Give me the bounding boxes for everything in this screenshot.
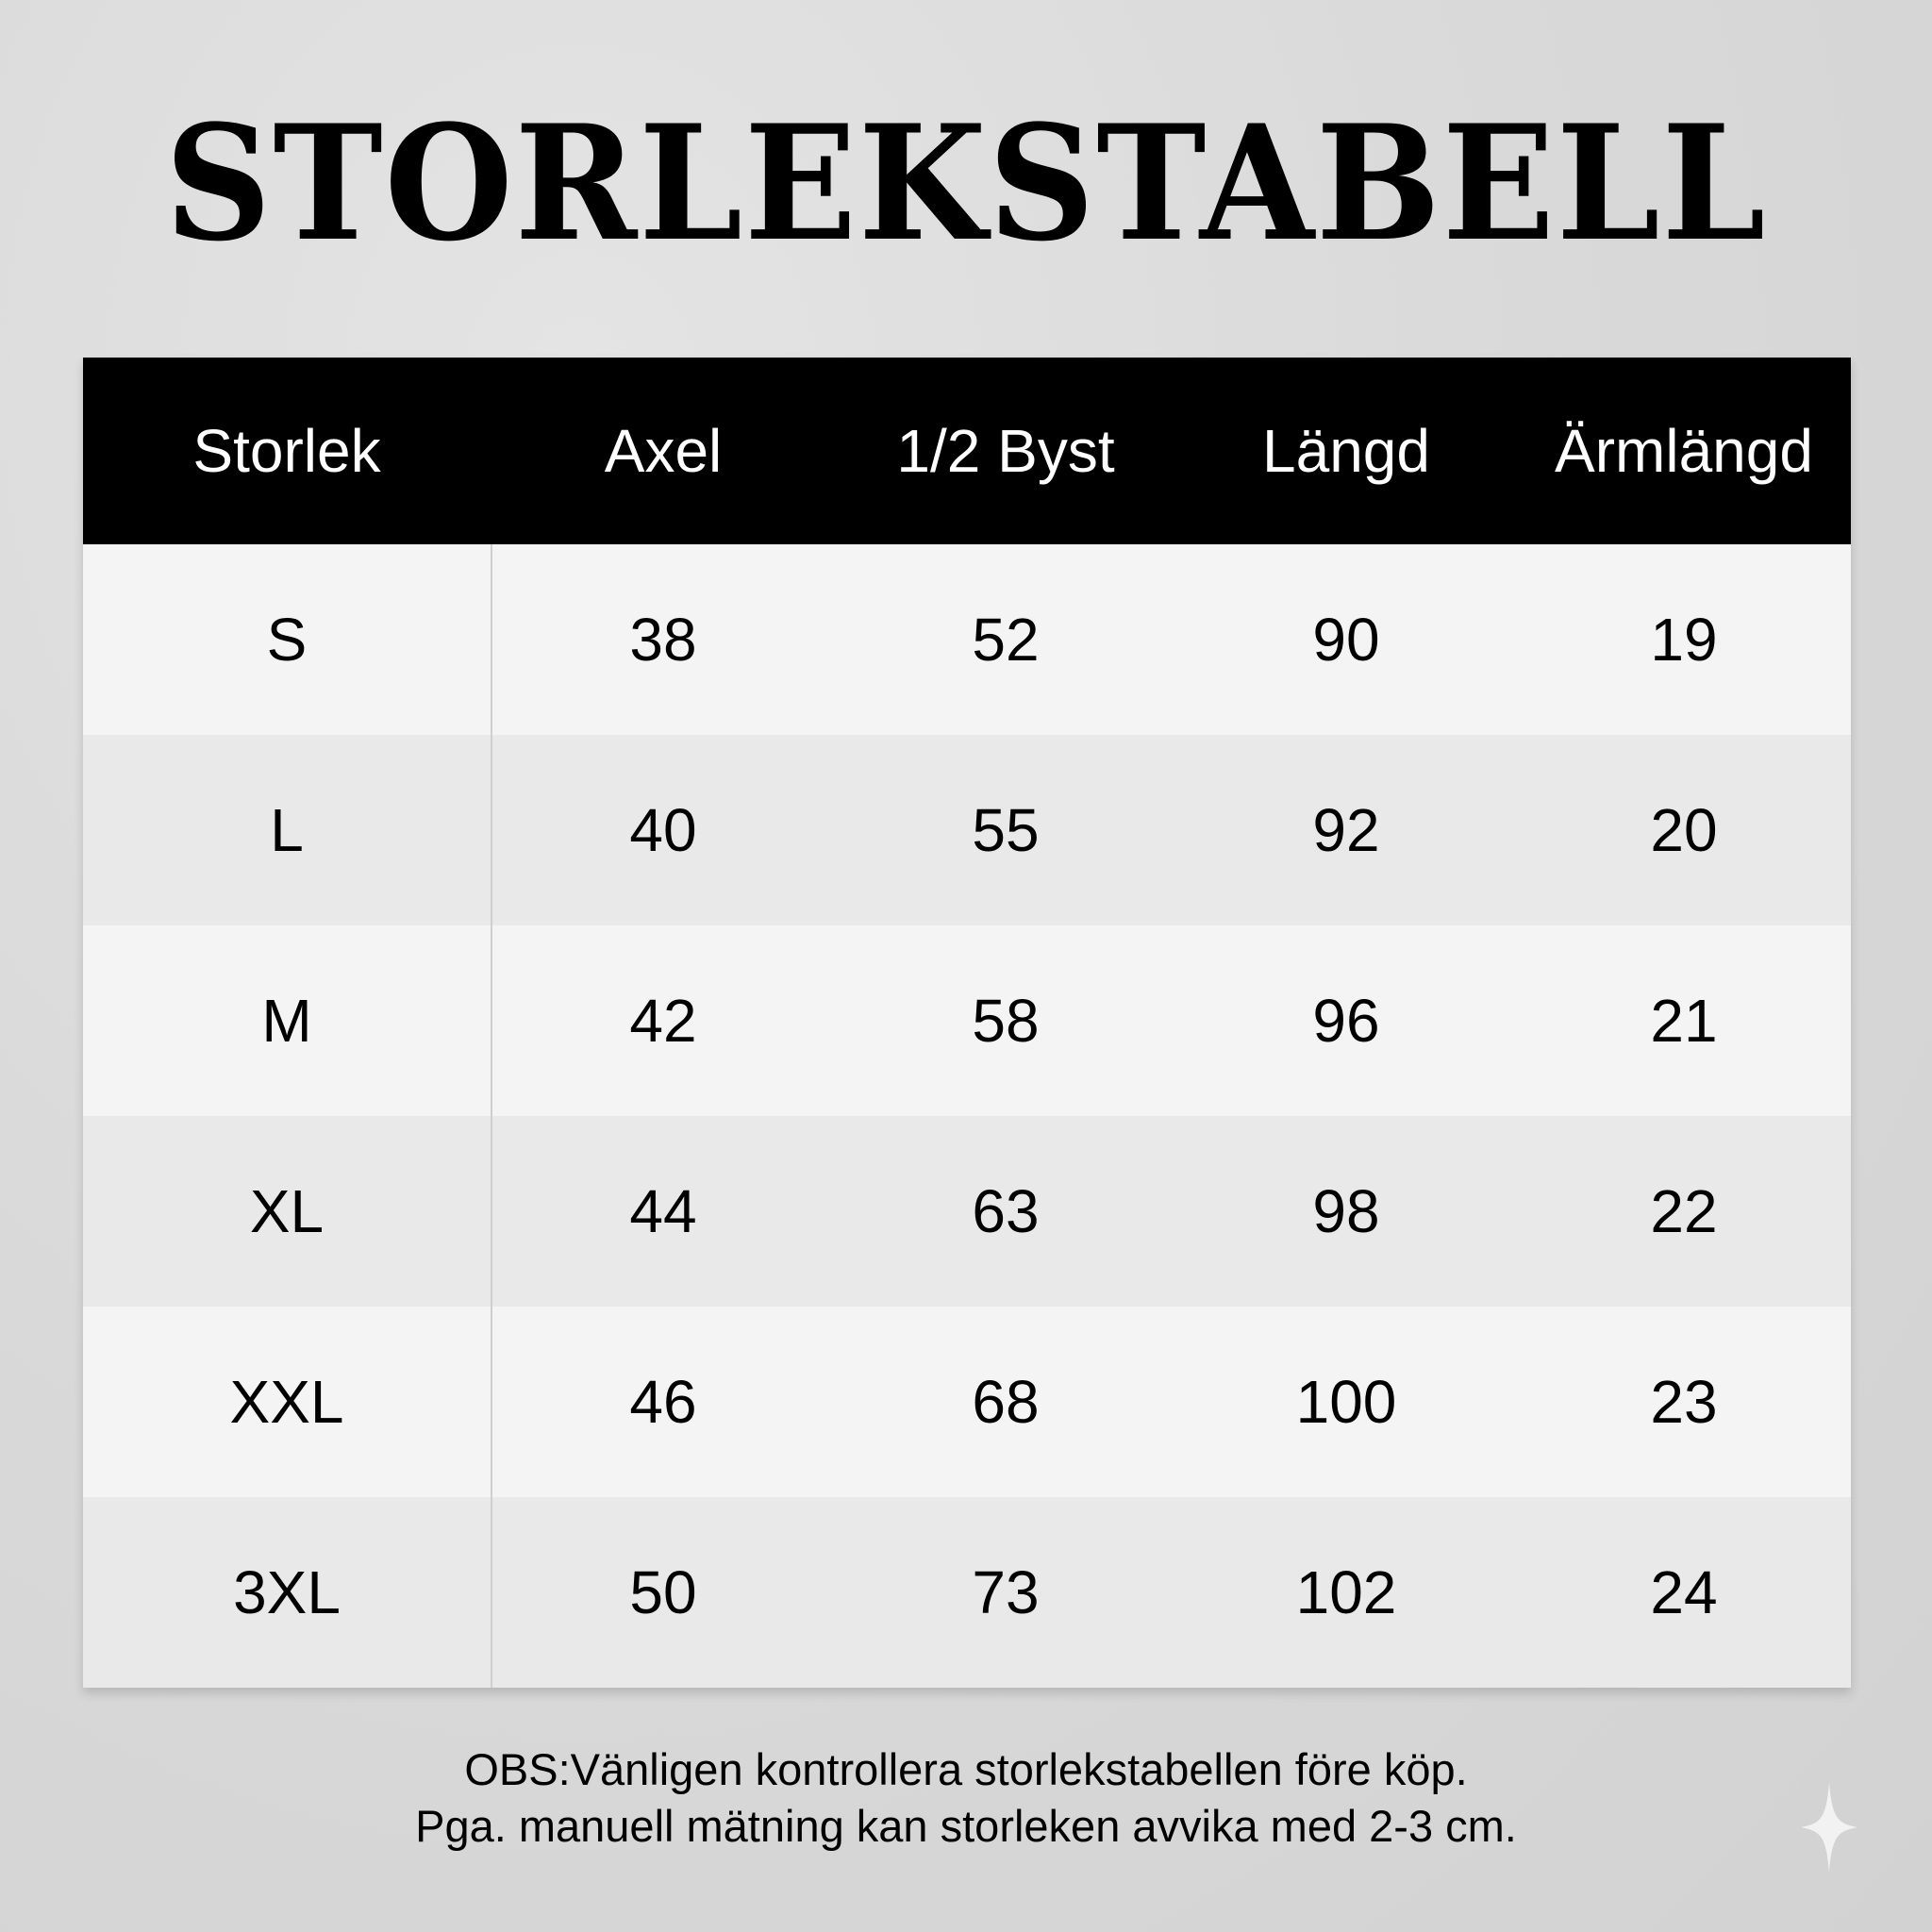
header-sleeve-length: Ärmlängd (1555, 417, 1813, 485)
cell-length: 92 (1312, 796, 1380, 864)
cell-shoulder: 42 (629, 987, 697, 1055)
cell-shoulder: 40 (629, 796, 697, 864)
cell-sleeve-length: 22 (1650, 1177, 1718, 1245)
cell-shoulder: 46 (629, 1368, 697, 1436)
cell-half-bust: 63 (972, 1177, 1040, 1245)
cell-shoulder: 38 (629, 606, 697, 674)
cell-shoulder: 50 (629, 1558, 697, 1626)
cell-length: 98 (1312, 1177, 1380, 1245)
cell-size: XL (249, 1177, 325, 1245)
table-header: Storlek Axel 1/2 Byst Längd Ärmlängd (83, 358, 1851, 544)
cell-sleeve-length: 23 (1650, 1368, 1718, 1436)
table-row: 3XL 50 73 102 24 (83, 1497, 1851, 1688)
cell-half-bust: 55 (972, 796, 1040, 864)
cell-sleeve-length: 24 (1650, 1558, 1718, 1626)
size-table: Storlek Axel 1/2 Byst Längd Ärmlängd S 38 52 90… (83, 358, 1851, 1688)
header-shoulder: Axel (604, 417, 723, 485)
table-row: M 42 58 96 21 (83, 925, 1851, 1116)
table-row: S 38 52 90 19 (83, 544, 1851, 735)
table-row: XL 44 63 98 22 (83, 1116, 1851, 1307)
page-title: STORLEKSTABELL (164, 90, 1768, 276)
header-size: Storlek (192, 417, 381, 485)
cell-length: 102 (1295, 1558, 1397, 1626)
cell-sleeve-length: 19 (1650, 606, 1718, 674)
cell-half-bust: 73 (972, 1558, 1040, 1626)
cell-size: M (261, 987, 312, 1055)
cell-shoulder: 44 (629, 1177, 697, 1245)
header-length: Längd (1262, 417, 1430, 485)
cell-length: 100 (1295, 1368, 1397, 1436)
cell-sleeve-length: 21 (1650, 987, 1718, 1055)
cell-length: 90 (1312, 606, 1380, 674)
cell-size: XXL (229, 1368, 344, 1436)
cell-half-bust: 52 (972, 606, 1040, 674)
table-row: L 40 55 92 20 (83, 735, 1851, 925)
cell-length: 96 (1312, 987, 1380, 1055)
cell-size: L (270, 796, 304, 864)
column-divider (491, 544, 492, 1688)
table-row: XXL 46 68 100 23 (83, 1307, 1851, 1497)
cell-size: S (266, 606, 308, 674)
note-line-1: OBS:Vänligen kontrollera storlekstabelle… (464, 1744, 1468, 1794)
header-half-bust: 1/2 Byst (896, 417, 1115, 485)
note-line-2: Pga. manuell mätning kan storleken avvik… (415, 1801, 1517, 1851)
cell-size: 3XL (233, 1558, 341, 1626)
cell-half-bust: 68 (972, 1368, 1040, 1436)
sparkle-icon (1801, 1782, 1857, 1873)
cell-sleeve-length: 20 (1650, 796, 1718, 864)
cell-half-bust: 58 (972, 987, 1040, 1055)
